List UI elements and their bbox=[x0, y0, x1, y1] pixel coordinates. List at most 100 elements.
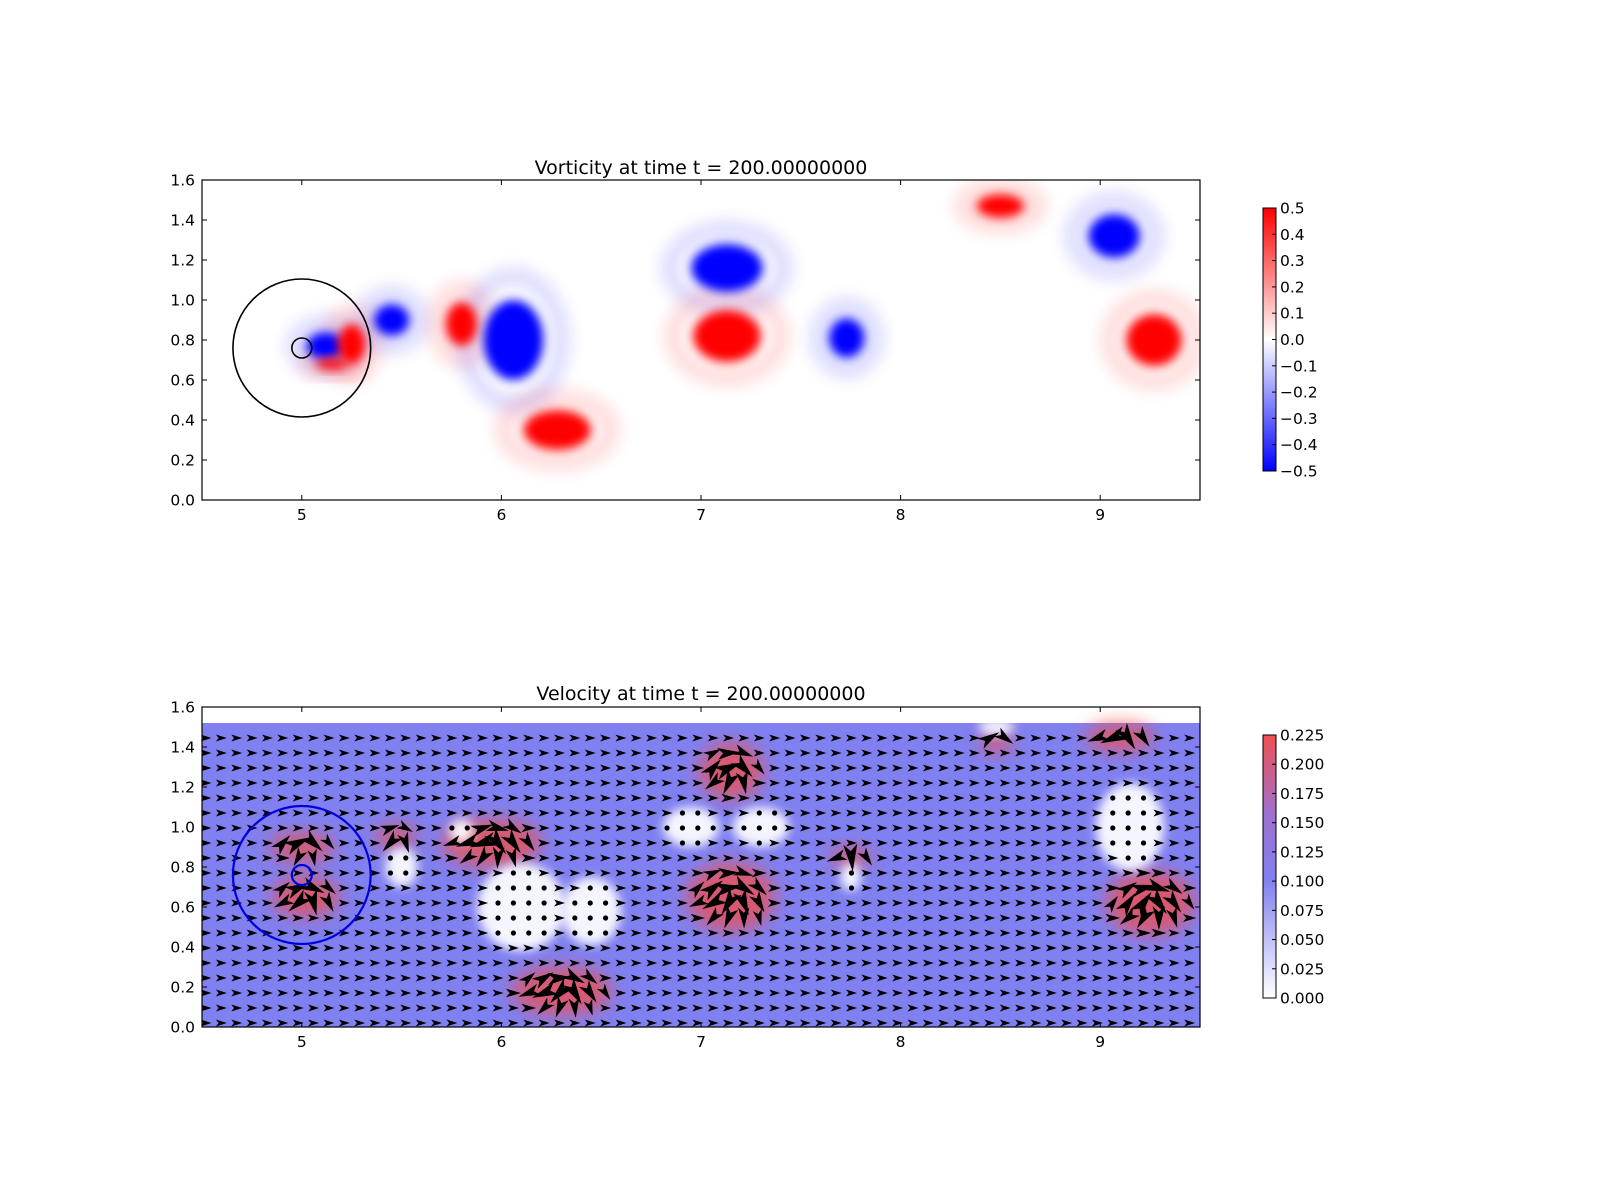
quiver-arrow bbox=[1107, 989, 1119, 997]
colorbar-tick-label: 0.0 bbox=[1280, 331, 1305, 349]
quiver-arrow bbox=[646, 779, 658, 787]
quiver-arrow bbox=[550, 978, 575, 1004]
vortex-halo bbox=[957, 181, 1044, 231]
quiver-arrow bbox=[431, 1004, 443, 1012]
quiver-arrow bbox=[299, 877, 325, 894]
quiver-arrow bbox=[769, 764, 781, 772]
quiver-arrow bbox=[717, 748, 740, 760]
quiver-arrow bbox=[922, 929, 934, 937]
quiver-arrow bbox=[953, 989, 965, 997]
quiver-arrow bbox=[307, 914, 320, 922]
quiver-arrow bbox=[308, 989, 320, 997]
y-tick-label: 0.2 bbox=[170, 979, 195, 997]
quiver-arrow bbox=[1153, 809, 1165, 817]
quiver-arrow bbox=[1122, 764, 1134, 772]
velocity-colorbar bbox=[1262, 734, 1277, 999]
quiver-arrow bbox=[569, 779, 581, 787]
quiver-arrow bbox=[202, 869, 212, 877]
quiver-arrow bbox=[815, 869, 827, 877]
quiver-arrow bbox=[246, 884, 258, 892]
vortex-halo bbox=[812, 301, 881, 375]
quiver-arrow bbox=[202, 959, 212, 967]
quiver-arrow bbox=[354, 749, 366, 757]
quiver-arrow bbox=[369, 764, 381, 772]
quiver-arrow bbox=[492, 749, 504, 757]
vorticity-title: Vorticity at time t = 200.00000000 bbox=[535, 157, 868, 179]
quiver-arrow bbox=[876, 959, 888, 967]
quiver-arrow bbox=[830, 959, 842, 967]
quiver-arrow bbox=[400, 809, 412, 817]
quiver-arrow bbox=[1091, 749, 1103, 757]
quiver-arrow bbox=[461, 929, 473, 937]
quiver-arrow bbox=[1045, 944, 1057, 952]
quiver-arrow bbox=[830, 869, 842, 877]
quiver-arrow bbox=[968, 1019, 980, 1027]
quiver-arrow bbox=[615, 779, 627, 787]
colorbar-tick-label: −0.4 bbox=[1280, 436, 1318, 454]
quiver-arrow bbox=[318, 878, 336, 895]
quiver-arrow bbox=[492, 1004, 504, 1012]
quiver-arrow bbox=[538, 764, 550, 772]
quiver-arrow bbox=[354, 854, 366, 862]
quiver-arrow bbox=[968, 884, 980, 892]
quiver-arrow bbox=[815, 1004, 827, 1012]
quiver-arrow bbox=[538, 959, 550, 967]
quiver-arrow bbox=[446, 899, 458, 907]
quiver-arrow bbox=[769, 1019, 781, 1027]
quiver-arrow bbox=[769, 989, 781, 997]
quiver-arrow bbox=[938, 974, 950, 982]
quiver-arrow bbox=[323, 989, 335, 997]
quiver-arrow bbox=[676, 794, 688, 802]
quiver-arrow bbox=[892, 884, 904, 892]
quiver-arrow bbox=[538, 779, 550, 787]
quiver-arrow bbox=[984, 899, 996, 907]
quiver-arrow bbox=[400, 914, 412, 922]
quiver-arrow bbox=[284, 883, 310, 899]
quiver-arrow bbox=[354, 989, 366, 997]
quiver-arrow bbox=[1076, 854, 1088, 862]
quiver-arrow bbox=[706, 906, 724, 926]
y-tick-label: 1.2 bbox=[170, 252, 195, 270]
vorticity-colorbar-ticks: 0.5 0.4 0.3 0.2 0.1 0.0 −0.1 −0.2 −0.3 −0.4 −0.5 bbox=[1272, 200, 1318, 481]
quiver-arrow bbox=[202, 1004, 212, 1012]
quiver-arrow bbox=[953, 764, 965, 772]
quiver-dot bbox=[387, 870, 394, 876]
quiver-arrow bbox=[538, 734, 550, 742]
quiver-arrow bbox=[354, 884, 366, 892]
quiver-arrow bbox=[246, 839, 258, 847]
quiver-arrow bbox=[845, 1019, 857, 1027]
quiver-arrow bbox=[505, 988, 521, 998]
quiver-arrow bbox=[830, 1004, 842, 1012]
quiver-arrow bbox=[938, 899, 950, 907]
quiver-arrow bbox=[384, 764, 396, 772]
quiver-arrow bbox=[584, 1019, 596, 1027]
quiver-arrow bbox=[938, 824, 950, 832]
y-tick-label: 1.4 bbox=[170, 212, 195, 230]
quiver-arrow bbox=[538, 854, 550, 862]
quiver-arrow bbox=[1153, 854, 1165, 862]
vortex-halo bbox=[664, 224, 790, 312]
quiver-arrow bbox=[661, 1004, 673, 1012]
quiver-arrow bbox=[338, 749, 350, 757]
quiver-arrow bbox=[231, 914, 243, 922]
quiver-arrow bbox=[845, 734, 857, 742]
quiver-arrow bbox=[400, 944, 412, 952]
quiver-arrow bbox=[1030, 869, 1042, 877]
quiver-arrow bbox=[261, 869, 273, 877]
quiver-arrow bbox=[661, 764, 673, 772]
quiver-arrow bbox=[922, 1004, 934, 1012]
quiver-arrow bbox=[569, 869, 581, 877]
quiver-arrow bbox=[1168, 1004, 1180, 1012]
quiver-dot bbox=[495, 930, 501, 936]
quiver-arrow bbox=[676, 974, 688, 982]
quiver-arrow bbox=[354, 974, 366, 982]
y-tick-label: 0.4 bbox=[170, 939, 195, 957]
quiver-arrow bbox=[1107, 869, 1119, 877]
quiver-arrow bbox=[876, 899, 888, 907]
quiver-arrow bbox=[477, 899, 489, 907]
quiver-arrow bbox=[845, 764, 857, 772]
quiver-arrow bbox=[707, 959, 719, 967]
quiver-arrow bbox=[272, 881, 290, 898]
quiver-arrow bbox=[231, 959, 243, 967]
quiver-arrow bbox=[861, 734, 873, 742]
